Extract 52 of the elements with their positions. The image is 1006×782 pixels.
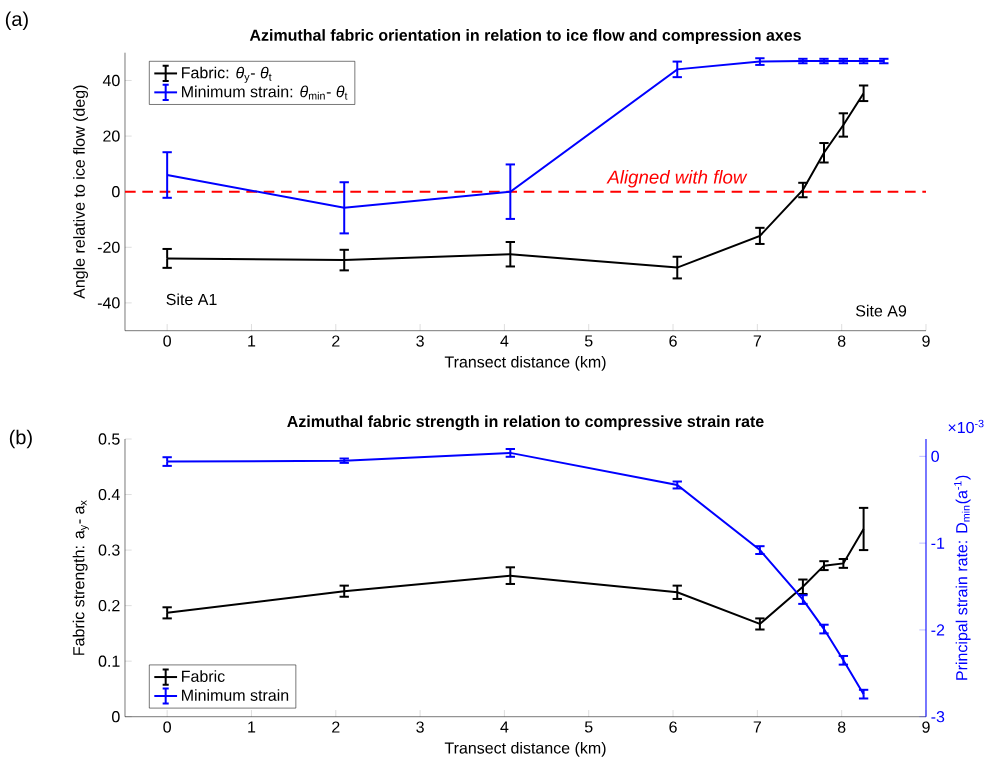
y-axis-title: Angle relative to ice flow (deg) [73, 85, 89, 299]
x-tick-label: 6 [669, 721, 677, 733]
x-tick-label: 5 [584, 335, 593, 347]
x-tick-label: 1 [248, 721, 256, 733]
y2-axis-title: Principal strain rate: D$_{min}$(a$^{-1}$) [954, 475, 971, 680]
text: ×10$^{-3}$ [948, 419, 984, 434]
legend-label: Minimum strain [182, 689, 289, 701]
x-tick-label: 3 [416, 721, 424, 733]
annotation: Site A1 [166, 293, 217, 306]
x-tick-label: 9 [922, 721, 930, 733]
x-tick-label: 4 [500, 335, 509, 347]
x-tick-label: 7 [753, 335, 762, 347]
x-tick-label: 9 [922, 335, 930, 347]
chart-title: Azimuthal fabric strength in relation to compressive strain rate [287, 415, 764, 431]
x-tick-label: 5 [584, 721, 593, 733]
x-tick-label: 1 [248, 335, 256, 347]
x-tick-label: 7 [753, 721, 762, 733]
y-tick-label: -40 [97, 297, 120, 309]
y-tick-label: 0 [112, 186, 120, 198]
legend-label: Fabric [182, 670, 225, 682]
y-tick-label: 0.1 [98, 655, 120, 667]
y2-tick-label: -1 [931, 537, 945, 549]
x-tick-label: 6 [669, 335, 677, 347]
y-tick-label: -20 [97, 241, 120, 253]
y-tick-label: 0.2 [98, 599, 120, 612]
x-tick-label: 0 [163, 335, 171, 347]
y-tick-label: 0.5 [98, 433, 120, 445]
y2-tick-label: -3 [931, 711, 945, 723]
ref-line-label: Aligned with flow [606, 170, 748, 188]
x-tick-label: 4 [500, 721, 509, 733]
x-tick-label: 2 [332, 335, 340, 347]
y-tick-label: 0.3 [98, 544, 120, 556]
y-tick-label: 0.4 [98, 488, 120, 501]
legend-label: Minimum strain: θ$_{min}$- θ$_{t}$ [182, 85, 348, 100]
legend-label: Fabric: θ$_{y}$- θ$_{t}$ [182, 66, 272, 83]
y-axis-title: Fabric strength: a$_{y}$- a$_{x}$ [72, 500, 89, 655]
y-tick-label: 0 [112, 711, 120, 723]
x-tick-label: 2 [332, 721, 340, 733]
x-axis-title: Transect distance (km) [444, 741, 606, 757]
x-axis-title: Transect distance (km) [444, 355, 606, 371]
y2-tick-label: 0 [931, 450, 939, 463]
x-tick-label: 8 [837, 335, 846, 347]
text: (b) [9, 429, 32, 449]
y-tick-label: 20 [103, 130, 120, 142]
x-tick-label: 0 [163, 721, 171, 733]
y2-tick-label: -2 [931, 624, 945, 636]
chart-title: Azimuthal fabric orientation in relation to ice flow and compression axes [249, 29, 801, 44]
y-tick-label: 40 [102, 74, 120, 87]
x-tick-label: 3 [416, 335, 424, 347]
x-tick-label: 8 [837, 721, 846, 733]
text: (a) [5, 11, 28, 31]
annotation: Site A9 [856, 304, 907, 317]
